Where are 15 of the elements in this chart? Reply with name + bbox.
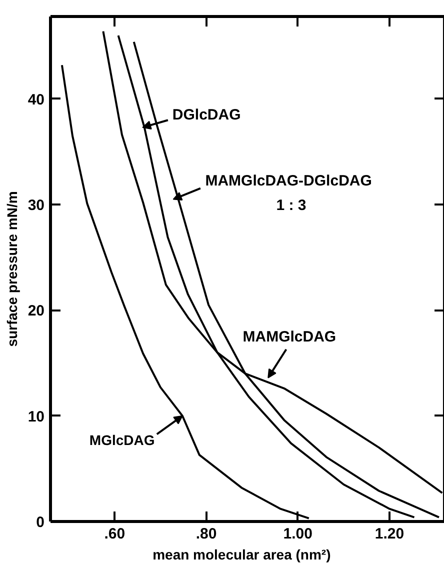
annotation: MAMGlcDAG (242, 328, 336, 346)
y-tick-label: 0 (36, 514, 44, 531)
annotation: MGlcDAG (89, 432, 155, 448)
x-tick-label: 1.00 (283, 526, 312, 542)
y-tick-label: 40 (28, 91, 45, 108)
x-tick-label: .60 (104, 526, 126, 542)
y-tick-label: 20 (28, 302, 45, 320)
y-tick-label: 10 (28, 408, 45, 426)
x-tick-label: 1.20 (374, 526, 404, 542)
x-axis-title: mean molecular area (nm²) (152, 546, 331, 562)
y-axis-title: surface pressure mN/m (4, 191, 20, 347)
annotation: DGlcDAG (172, 106, 241, 124)
x-tick-label: .80 (196, 526, 217, 542)
annotation: MAMGlcDAG-DGlcDAG 1 : 3 (205, 172, 372, 214)
y-tick-label: 30 (28, 197, 45, 214)
